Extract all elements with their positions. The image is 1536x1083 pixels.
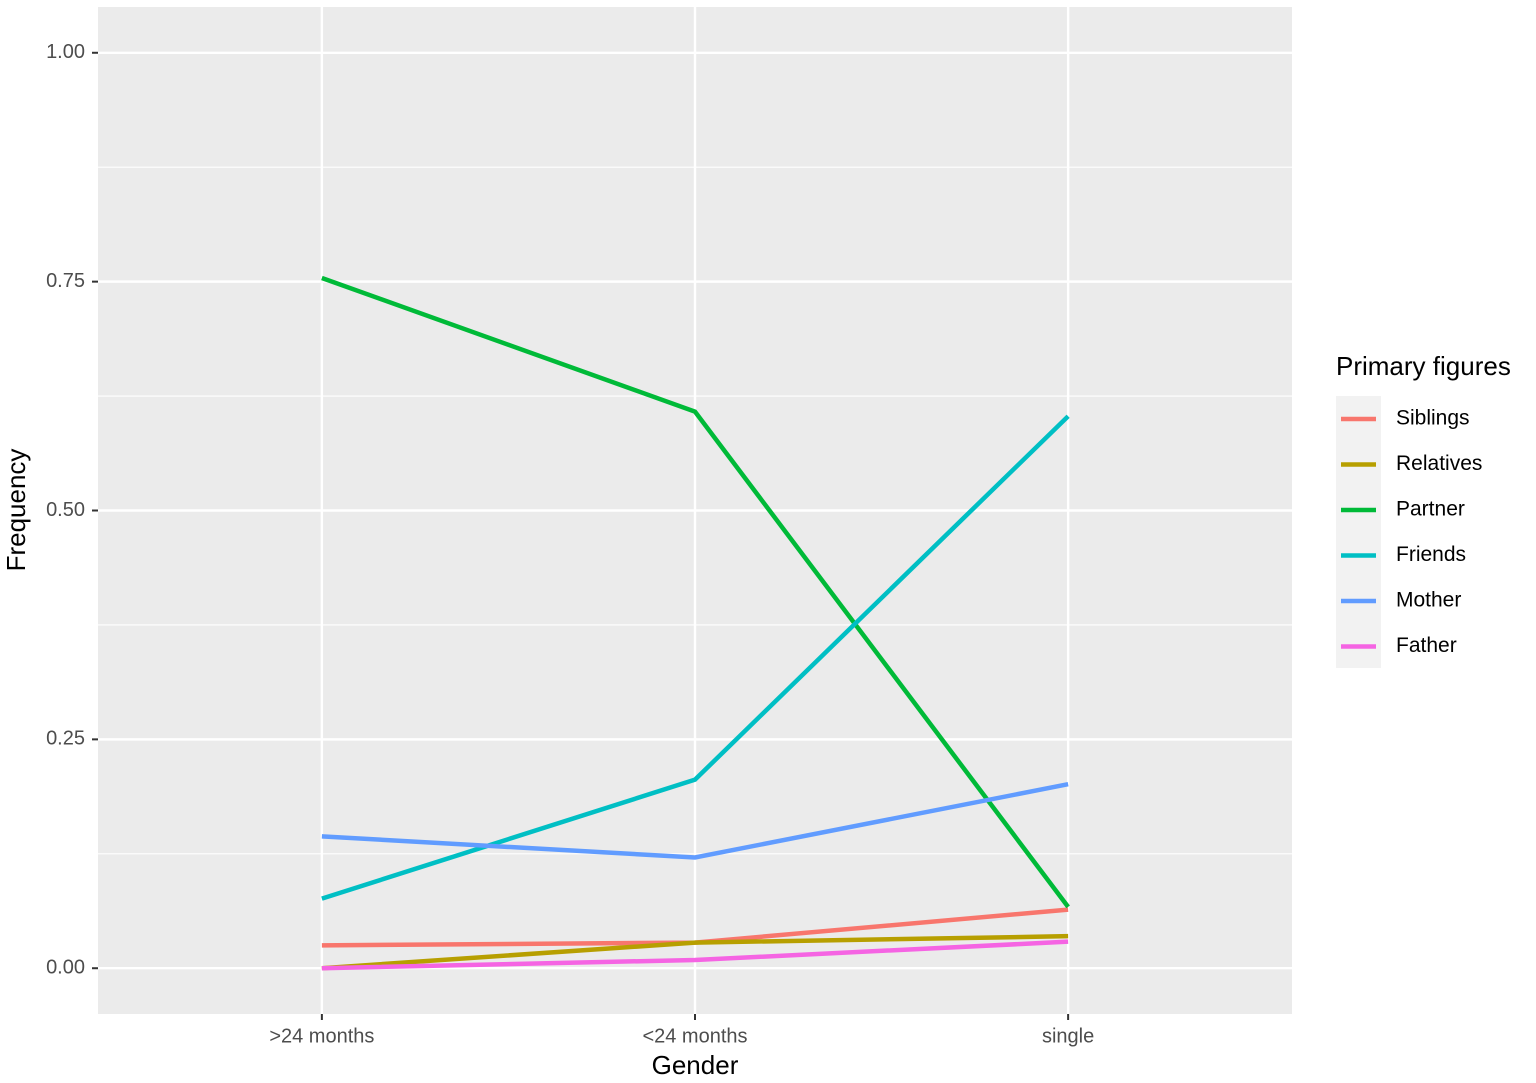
legend-label: Mother [1396,589,1461,612]
series-line [321,782,1069,860]
x-tick-label: <24 months [642,1025,747,1047]
series-line [321,414,1070,901]
y-tick-label: 0.25 [46,728,85,750]
x-axis-title: Gender [652,1050,739,1080]
series-line [321,275,1070,909]
y-tick-label: 0.50 [46,499,85,521]
legend-label: Father [1396,634,1457,657]
series-line [321,933,1069,971]
x-tick-label: >24 months [269,1025,374,1047]
y-tick-label: 0.75 [46,270,85,292]
legend-key-background [1336,396,1381,668]
legend-label: Partner [1396,498,1465,521]
legend-label: Siblings [1396,407,1470,430]
x-tick-label: single [1042,1025,1094,1047]
legend-title: Primary figures [1336,351,1511,381]
y-tick-label: 0.00 [46,957,85,979]
legend-label: Relatives [1396,452,1482,475]
y-tick-label: 1.00 [46,41,85,63]
series-line [321,939,1069,971]
y-axis-title: Frequency [1,449,31,572]
legend-label: Friends [1396,543,1466,566]
